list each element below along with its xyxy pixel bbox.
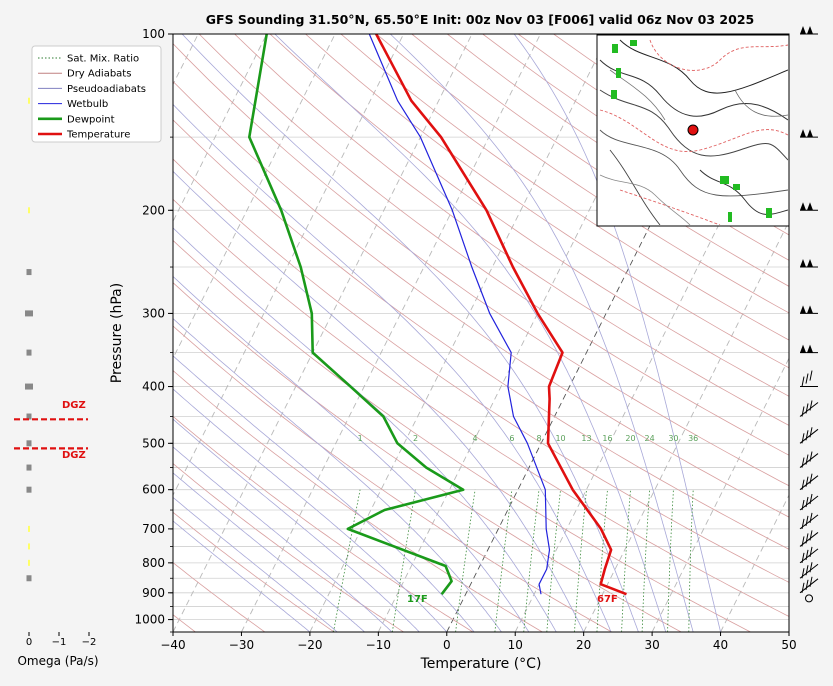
mixing-ratio-label: 6 (509, 434, 514, 443)
x-tick-label: 10 (508, 638, 523, 652)
mixing-ratio-label: 36 (688, 434, 698, 443)
mixing-ratio-label: 16 (602, 434, 612, 443)
y-tick-label: 700 (142, 522, 165, 536)
x-tick-label: 30 (644, 638, 659, 652)
mixing-ratio-label: 30 (668, 434, 678, 443)
x-tick-label: 50 (781, 638, 796, 652)
omega-tick-label: −1 (52, 637, 67, 648)
omega-bar (27, 465, 32, 471)
y-tick-label: 300 (142, 306, 165, 320)
y-tick-label: 500 (142, 436, 165, 450)
y-tick-label: 400 (142, 380, 165, 394)
omega-bar (27, 487, 32, 493)
omega-tick-label: 0 (26, 637, 32, 648)
omega-bar (25, 384, 33, 390)
y-axis-label: Pressure (hPa) (109, 283, 125, 383)
dgz-top-label: DGZ (62, 400, 86, 411)
x-tick-label: −10 (366, 638, 391, 652)
mixing-ratio-label: 2 (413, 434, 418, 443)
surface-dewpoint-label: 17F (407, 594, 428, 605)
x-tick-label: −20 (297, 638, 322, 652)
x-tick-label: 40 (713, 638, 728, 652)
chart-title: GFS Sounding 31.50°N, 65.50°E Init: 00z … (206, 12, 754, 27)
mixing-ratio-label: 10 (555, 434, 565, 443)
omega-bar (28, 526, 30, 532)
legend: Sat. Mix. Ratio Dry Adiabats Pseudoadiabat… (32, 46, 161, 142)
legend-label: Sat. Mix. Ratio (67, 54, 139, 65)
legend-label: Wetbulb (67, 99, 108, 110)
omega-tick-label: −2 (82, 637, 97, 648)
mixing-ratio-label: 1 (358, 434, 363, 443)
y-tick-label: 200 (142, 203, 165, 217)
y-tick-label: 1000 (134, 613, 165, 627)
omega-axis-label: Omega (Pa/s) (17, 654, 98, 668)
x-tick-label: −30 (229, 638, 254, 652)
omega-bar (25, 310, 33, 316)
omega-bar (27, 350, 32, 356)
omega-bar (28, 98, 30, 104)
y-tick-label: 900 (142, 586, 165, 600)
mixing-ratio-label: 24 (645, 434, 655, 443)
y-tick-label: 600 (142, 483, 165, 497)
x-tick-label: 20 (576, 638, 591, 652)
x-tick-label: 0 (443, 638, 451, 652)
mixing-ratio-label: 13 (581, 434, 591, 443)
omega-bar (28, 560, 30, 566)
y-tick-label: 100 (142, 27, 165, 41)
omega-bar (27, 440, 32, 446)
dgz-bottom-label: DGZ (62, 450, 86, 461)
legend-label: Dry Adiabats (67, 69, 131, 80)
omega-bar (27, 575, 32, 581)
x-axis-label: Temperature (°C) (420, 656, 542, 672)
mixing-ratio-label: 20 (625, 434, 635, 443)
x-tick-label: −40 (160, 638, 185, 652)
omega-bar (28, 543, 30, 549)
omega-bar (28, 207, 30, 213)
inset-map (597, 35, 789, 226)
mixing-ratio-label: 4 (473, 434, 478, 443)
mixing-ratio-label: 8 (536, 434, 541, 443)
legend-label: Dewpoint (67, 114, 115, 125)
y-tick-label: 800 (142, 556, 165, 570)
legend-label: Temperature (66, 130, 130, 141)
legend-label: Pseudoadiabats (67, 84, 146, 95)
omega-bar (27, 269, 32, 275)
surface-temperature-label: 67F (597, 594, 618, 605)
